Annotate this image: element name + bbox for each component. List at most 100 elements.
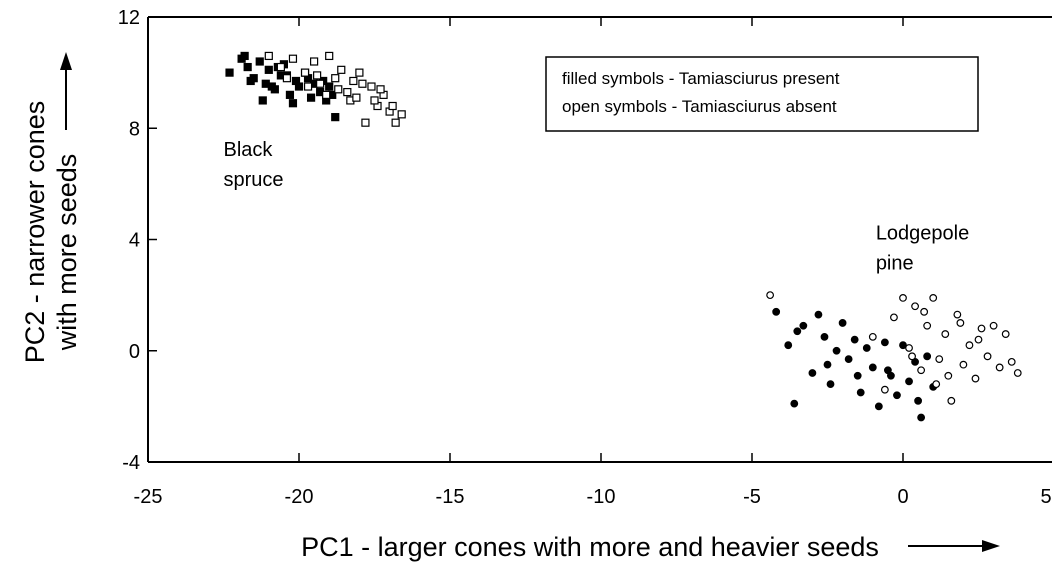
point	[294, 82, 304, 91]
y-axis-label: with more seeds	[52, 154, 82, 352]
point	[267, 82, 276, 91]
point	[923, 321, 932, 330]
x-axis-label: PC1 - larger cones with more and heavier…	[301, 532, 879, 562]
point	[947, 396, 956, 405]
annotation: spruce	[224, 169, 284, 191]
point	[310, 57, 319, 66]
point	[316, 79, 325, 88]
point	[929, 294, 938, 302]
point	[808, 369, 817, 377]
point	[258, 96, 267, 105]
point	[823, 360, 832, 369]
x-tick-label: 5	[1040, 486, 1051, 508]
point	[890, 313, 898, 322]
point	[361, 118, 370, 127]
point	[911, 302, 919, 311]
point	[908, 352, 916, 361]
point	[334, 85, 343, 94]
point	[300, 68, 310, 77]
point	[388, 101, 397, 111]
point	[331, 74, 340, 83]
y-tick-label: 0	[129, 341, 140, 363]
point	[959, 360, 968, 369]
y-tick-label: 4	[129, 230, 140, 252]
point	[893, 391, 901, 400]
y-tick-label: 12	[118, 7, 140, 29]
point	[325, 51, 334, 61]
point	[899, 341, 907, 350]
x-tick-label: -15	[436, 486, 465, 508]
point	[905, 377, 913, 386]
point	[856, 388, 865, 397]
point	[391, 118, 400, 127]
point	[285, 90, 295, 99]
point	[956, 319, 965, 327]
point	[331, 113, 340, 122]
point	[376, 85, 385, 94]
point	[971, 374, 980, 383]
point	[917, 413, 926, 422]
point	[276, 62, 285, 72]
point	[349, 76, 358, 86]
point	[983, 352, 992, 361]
point	[974, 335, 983, 344]
point	[844, 355, 853, 363]
legend-entry: filled symbols - Tamiasciurus present	[562, 69, 840, 88]
point	[790, 399, 799, 408]
annotation: Lodgepole	[876, 223, 969, 245]
point	[288, 54, 298, 63]
point	[246, 76, 255, 86]
point	[766, 291, 775, 300]
legend-entry: open symbols - Tamiasciurus absent	[562, 97, 837, 116]
arrow-head	[982, 540, 1000, 552]
point	[367, 82, 376, 91]
point	[838, 319, 847, 327]
point	[880, 338, 889, 347]
legend-box	[545, 56, 979, 132]
y-axis-label: PC2 - narrower cones	[20, 101, 50, 364]
point	[240, 51, 249, 61]
point	[799, 321, 808, 330]
point	[899, 294, 907, 302]
point	[874, 402, 883, 411]
point	[397, 110, 406, 119]
x-tick-label: -10	[587, 486, 616, 508]
point	[944, 371, 953, 380]
annotation: pine	[876, 253, 914, 275]
point	[862, 344, 871, 352]
point	[820, 332, 829, 341]
annotation: Black	[224, 139, 274, 161]
point	[322, 90, 331, 99]
point	[880, 385, 889, 394]
point	[243, 62, 252, 72]
point	[352, 93, 361, 102]
point	[923, 352, 932, 361]
y-tick-label: 8	[129, 118, 140, 140]
point	[255, 57, 264, 66]
x-tick-label: -25	[134, 486, 163, 508]
point	[337, 65, 346, 74]
point	[264, 65, 273, 74]
x-tick-label: -5	[743, 486, 761, 508]
point	[826, 380, 835, 389]
point	[264, 51, 273, 61]
point	[1007, 357, 1016, 366]
point	[784, 341, 793, 350]
point	[306, 93, 316, 102]
y-tick-label: -4	[122, 452, 140, 474]
point	[370, 96, 379, 105]
point	[793, 327, 802, 336]
point	[917, 366, 926, 375]
point	[853, 371, 862, 380]
point	[303, 82, 313, 91]
point	[884, 366, 892, 375]
point	[977, 324, 986, 333]
y-label-group: PC2 - narrower cones with more seeds	[20, 101, 82, 364]
arrow-head	[60, 52, 72, 70]
point	[313, 71, 322, 80]
point	[832, 346, 841, 355]
point	[288, 99, 298, 108]
x-tick-label: 0	[897, 486, 908, 508]
point	[850, 335, 859, 344]
